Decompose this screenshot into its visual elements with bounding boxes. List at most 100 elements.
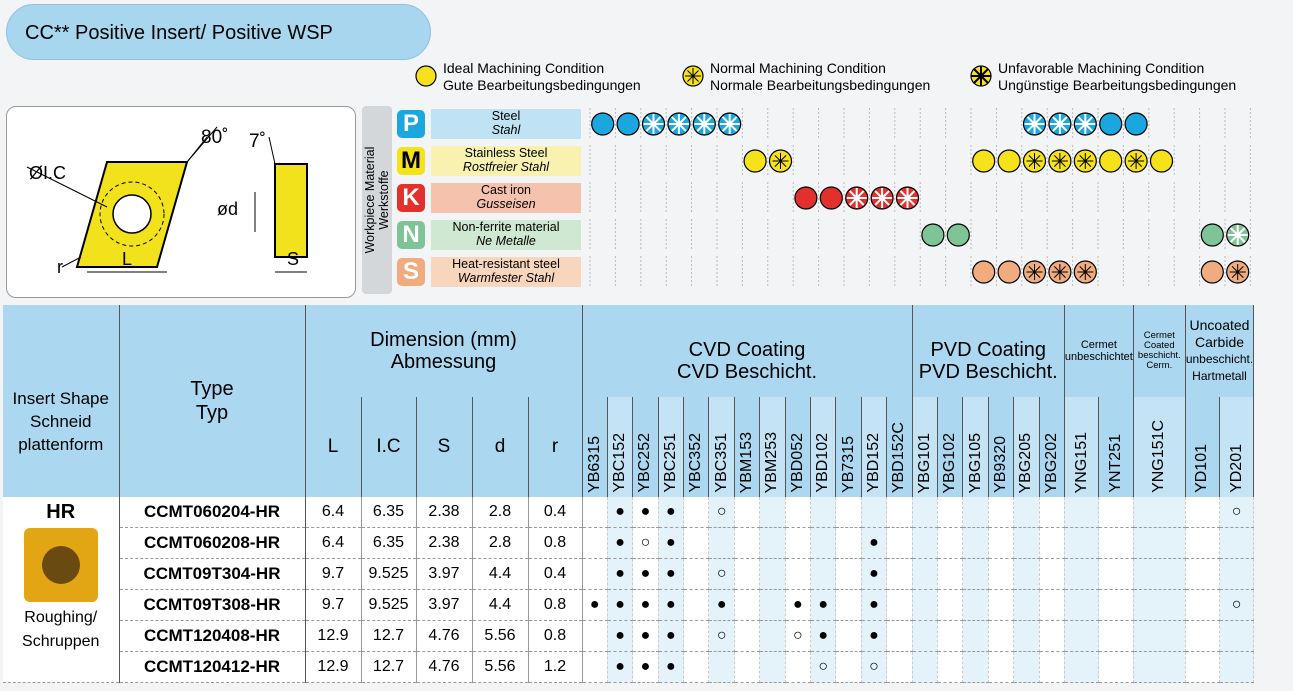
normal-dot-icon [1073,260,1097,284]
grade-cell [886,651,913,683]
material-letter: P [397,110,425,138]
grade-cell: ● [861,558,888,590]
grade-cell [759,651,786,683]
grade-cell [1133,651,1186,683]
legend-ideal-en: Ideal Machining Condition [443,60,605,76]
shape-caption: Roughing/ [24,609,98,626]
ideal-dot-icon [997,260,1021,284]
grade-cell [785,527,812,559]
grade-cell [1013,558,1040,590]
material-letter: N [397,221,425,249]
grade-cell [835,620,862,652]
header-grade-ybg102: YBG102 [937,397,964,497]
type-cell: CCMT09T304-HR [119,558,306,590]
unfavorable-dot-icon [1048,112,1072,136]
dim-cell-r: 0.4 [528,497,583,528]
grade-cell [886,558,913,590]
grade-cell [785,558,812,590]
header-grade-yd201: YD201 [1219,397,1255,497]
grade-cell [1219,651,1255,683]
grade-cell: ● [607,497,634,528]
material-name-en: Steel [491,109,521,123]
grade-cell: ○ [785,620,812,652]
dim-cell-r: 0.4 [528,558,583,590]
legend-normal-en: Normal Machining Condition [710,60,886,76]
dim-cell-d: 2.8 [472,527,529,559]
type-cell: CCMT120408-HR [119,620,306,652]
grade-name: YBC351 [712,433,730,493]
unfavorable-dot-icon [845,186,869,210]
grade-name: YBD102 [814,433,832,493]
grade-cell: ● [658,589,685,621]
header-grade-yb7315: YB7315 [835,397,862,497]
dim-cell-r: 1.2 [528,651,583,683]
grade-cell [810,527,837,559]
legend-unfavorable-en: Unfavorable Machining Condition [998,60,1205,76]
grade-cell [1064,620,1100,652]
grade-cell [886,497,913,528]
header-dim-4: r [528,397,583,497]
legend-ideal: Ideal Machining Condition Gute Bearbeitun… [415,60,675,96]
grade-cell: ● [861,620,888,652]
ideal-dot-icon [1099,149,1123,173]
dim-cell-l: 6.4 [305,497,362,528]
grade-cell [835,527,862,559]
material-name-en: Stainless Steel [464,146,548,160]
grade-cell: ● [658,527,685,559]
grade-cell [759,558,786,590]
grade-cell [835,589,862,621]
header-grade-ybc251: YBC251 [658,397,685,497]
grade-cell [683,527,710,559]
workpiece-material-label: Workpiece Material Werkstoffe [362,106,392,294]
material-marks [589,145,1251,177]
grade-cell [1133,497,1186,528]
grade-cell: ● [632,497,659,528]
grade-cell [1039,527,1065,559]
grade-name: YB7315 [839,436,857,493]
material-row-n: N Non-ferrite material Ne Metalle [395,219,1285,251]
grade-cell [937,497,964,528]
grade-cell [582,497,608,528]
header-dimension: Dimension (mm) Abmessung [305,305,583,397]
dim-cell-r: 0.8 [528,589,583,621]
dim-cell-d: 2.8 [472,497,529,528]
grade-cell [1098,497,1134,528]
ideal-dot-icon [794,186,818,210]
header-dim-3: d [472,397,529,497]
ideal-dot-icon [591,112,615,136]
grade-name: YBM153 [738,431,756,493]
header-grade-ybc351: YBC351 [708,397,735,497]
unfavorable-dot-icon [1226,223,1250,247]
material-marks [589,182,1251,214]
dim-cell-ic: 6.35 [361,497,417,528]
normal-dot-icon [1022,149,1047,173]
grade-name: YBG101 [915,432,933,493]
grade-cell [1039,620,1065,652]
grade-cell [1013,589,1040,621]
grade-cell [1013,497,1040,528]
unfavorable-dot-icon [870,186,894,210]
grade-cell: ● [861,589,888,621]
header-grade-yd101: YD101 [1185,397,1221,497]
grade-cell: ● [810,620,837,652]
grade-cell: ○ [1219,497,1255,528]
grade-cell [734,527,761,559]
grade-cell [1098,651,1134,683]
material-name-de: Ne Metalle [476,234,536,248]
header-grade-ybg101: YBG101 [912,397,938,497]
material-name: Non-ferrite material Ne Metalle [431,220,581,250]
grade-cell [962,558,989,590]
dim-cell-l: 12.9 [305,620,362,652]
header-grade-ybg205: YBG205 [1013,397,1040,497]
header-grade-ynt251: YNT251 [1098,397,1134,497]
grade-cell [886,589,913,621]
ideal-dot-icon [743,149,767,173]
legend-ideal-de: Gute Bearbeitungsbedingungen [443,77,641,93]
grade-cell [962,620,989,652]
grade-cell: ● [607,589,634,621]
grade-cell [988,527,1015,559]
grade-cell [912,497,938,528]
grade-name: YBG105 [966,432,984,493]
grade-cell [1133,558,1186,590]
angle-80-label: 80˚ [201,127,229,148]
